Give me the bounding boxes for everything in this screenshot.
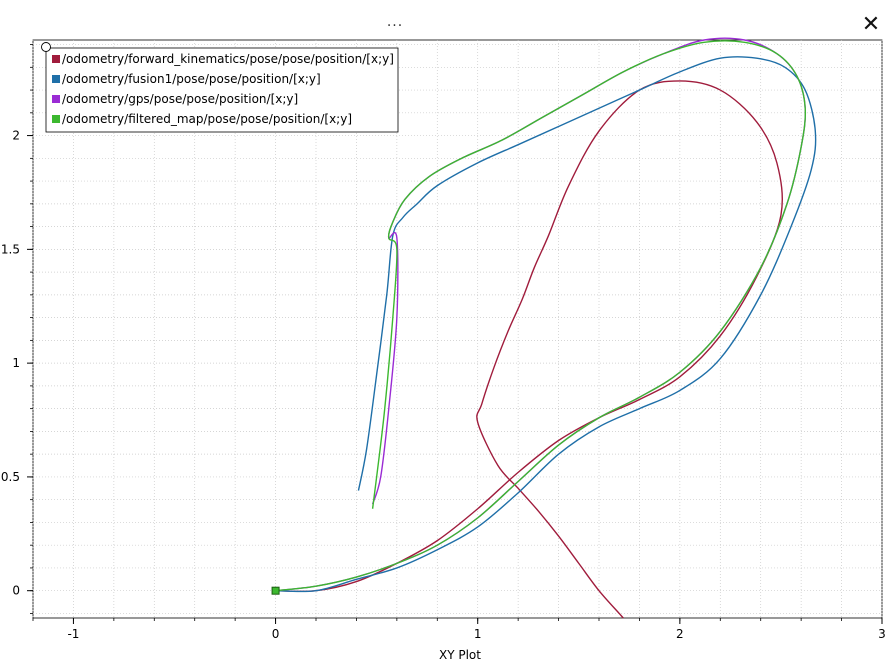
series-line-4 [275, 40, 807, 592]
x-tick-label: 0 [272, 627, 280, 641]
legend-swatch [52, 55, 60, 63]
legend-entry-2: /odometry/fusion1/pose/pose/position/[x;… [62, 72, 321, 86]
x-axis-title: XY Plot [439, 648, 481, 662]
series-line-1 [275, 80, 783, 619]
y-tick-label: 1.5 [1, 242, 20, 256]
legend-swatch [52, 115, 60, 123]
axes: -1 0 1 2 3 0 0.5 1 1.5 2 [1, 44, 886, 641]
y-tick-label: 0.5 [1, 470, 20, 484]
y-tick-label: 2 [12, 129, 20, 143]
plot-title-bar: ... ✕ [0, 0, 889, 38]
legend[interactable]: /odometry/forward_kinematics/pose/pose/p… [41, 42, 399, 133]
close-icon[interactable]: ✕ [861, 12, 881, 37]
legend-box [45, 47, 399, 133]
start-marker [271, 586, 280, 595]
legend-swatch [52, 95, 60, 103]
x-tick-label: 3 [878, 627, 886, 641]
legend-entry-1: /odometry/forward_kinematics/pose/pose/p… [62, 52, 394, 66]
x-tick-label: 2 [676, 627, 684, 641]
legend-handle-icon [41, 42, 51, 52]
x-tick-label: 1 [474, 627, 482, 641]
series-line-2 [275, 56, 817, 593]
legend-entry-3: /odometry/gps/pose/pose/position/[x;y] [62, 92, 298, 106]
series-lines [271, 37, 817, 619]
y-tick-label: 0 [12, 584, 20, 598]
x-tick-label: -1 [67, 627, 79, 641]
legend-swatch [52, 75, 60, 83]
y-tick-label: 1 [12, 356, 20, 370]
legend-entry-4: /odometry/filtered_map/pose/pose/positio… [62, 112, 352, 126]
plot-menu-dots[interactable]: ... [386, 14, 404, 30]
